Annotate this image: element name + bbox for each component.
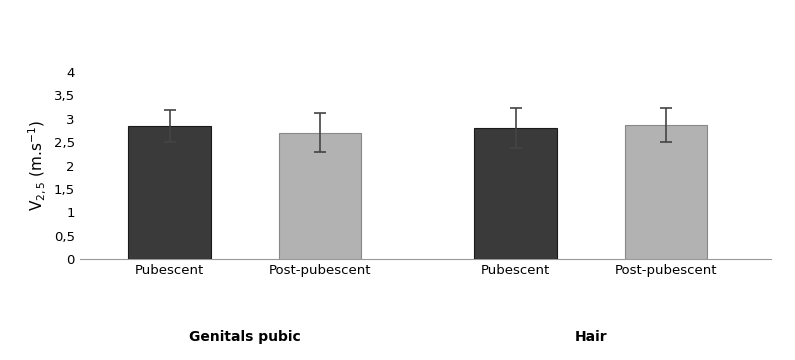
Text: Hair: Hair <box>575 330 607 344</box>
Bar <box>279 133 362 259</box>
Y-axis label: V$_{2,5}$ (m.s$^{-1}$): V$_{2,5}$ (m.s$^{-1}$) <box>26 120 48 211</box>
Bar <box>128 126 211 259</box>
Bar <box>474 128 556 259</box>
Bar <box>625 125 708 259</box>
Text: Genitals pubic: Genitals pubic <box>189 330 301 344</box>
